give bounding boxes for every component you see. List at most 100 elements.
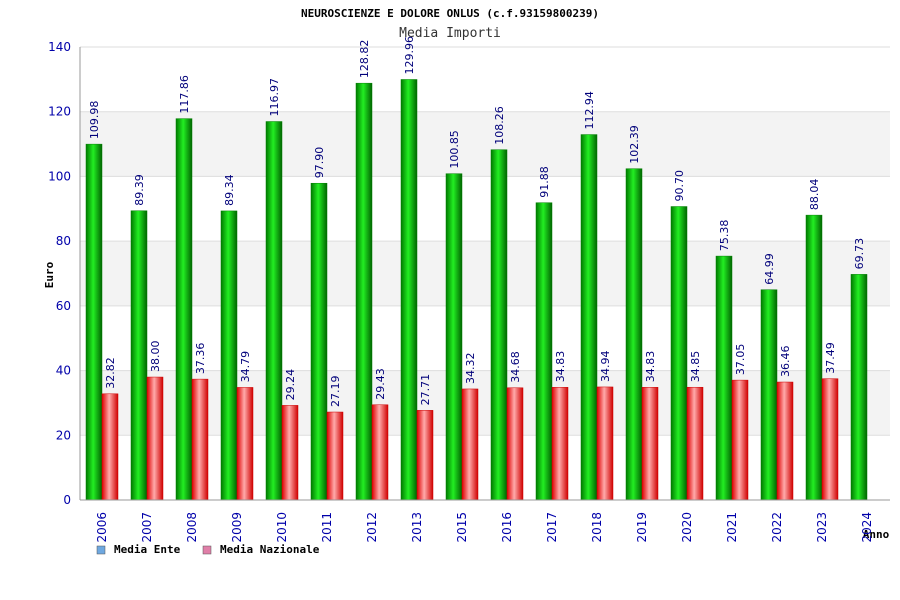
- grid-band: [80, 176, 890, 242]
- bar-media-ente: [445, 173, 463, 501]
- value-label: 97.90: [313, 147, 326, 179]
- value-label: 90.70: [673, 170, 686, 202]
- x-tick-label: 2019: [635, 512, 649, 543]
- value-label: 109.98: [88, 101, 101, 140]
- value-labels: 109.98 32.82 89.39 38.00 117.86 37.36 89.34 34.…: [88, 36, 866, 407]
- chart-title: NEUROSCIENZE E DOLORE ONLUS (c.f.9315980…: [301, 7, 599, 20]
- value-label: 34.68: [509, 351, 522, 383]
- value-label: 108.26: [493, 106, 506, 145]
- y-tick-label: 120: [48, 105, 71, 119]
- value-label: 128.82: [358, 40, 371, 79]
- grid-band: [80, 370, 890, 436]
- legend-label-media-ente: Media Ente: [114, 543, 181, 556]
- x-tick-label: 2006: [95, 512, 109, 543]
- bar-media-nazionale: [776, 381, 794, 501]
- legend-label-media-nazionale: Media Nazionale: [220, 543, 320, 556]
- x-tick-label: 2015: [455, 512, 469, 543]
- value-label: 69.73: [853, 238, 866, 270]
- value-label: 32.82: [104, 357, 117, 389]
- bar-media-ente: [760, 289, 778, 501]
- value-label: 89.39: [133, 174, 146, 206]
- y-tick-label: 20: [56, 428, 71, 442]
- value-label: 75.38: [718, 220, 731, 252]
- y-tick-label: 60: [56, 299, 71, 313]
- bar-media-ente: [85, 143, 103, 501]
- value-label: 29.43: [374, 368, 387, 400]
- value-label: 34.83: [554, 351, 567, 383]
- x-tick-label: 2009: [230, 512, 244, 543]
- y-axis-label: Euro: [43, 261, 56, 288]
- bar-media-nazionale: [371, 404, 389, 501]
- bar-media-nazionale: [281, 405, 299, 501]
- legend: Media Ente Media Nazionale: [96, 543, 320, 556]
- bar-media-ente: [625, 168, 643, 501]
- grid: [80, 46, 890, 501]
- y-tick-label: 100: [48, 169, 71, 183]
- grid-band: [80, 305, 890, 371]
- bar-media-nazionale: [326, 411, 344, 501]
- bar-media-ente: [805, 214, 823, 501]
- value-label: 112.94: [583, 91, 596, 130]
- bar-media-ente: [400, 79, 418, 501]
- value-label: 102.39: [628, 125, 641, 164]
- bar-media-ente: [355, 82, 373, 501]
- value-label: 129.96: [403, 36, 416, 75]
- y-tick-label: 0: [63, 493, 71, 507]
- bar-media-ente: [715, 255, 733, 501]
- x-tick-label: 2024: [860, 512, 874, 543]
- value-label: 27.19: [329, 376, 342, 408]
- x-tick-label: 2012: [365, 512, 379, 543]
- value-label: 116.97: [268, 78, 281, 117]
- value-label: 37.36: [194, 343, 207, 375]
- y-tick-label: 140: [48, 40, 71, 54]
- bar-media-ente: [310, 182, 328, 501]
- value-label: 64.99: [763, 253, 776, 285]
- x-tick-label: 2013: [410, 512, 424, 543]
- bar-media-nazionale: [146, 376, 164, 501]
- chart-subtitle: Media Importi: [399, 26, 501, 41]
- bar-media-ente: [670, 206, 688, 501]
- bar-media-nazionale: [686, 386, 704, 501]
- legend-swatch-media-ente: [96, 545, 106, 555]
- x-tick-label: 2020: [680, 512, 694, 543]
- bar-media-ente: [175, 118, 193, 501]
- value-label: 37.05: [734, 344, 747, 376]
- bar-media-nazionale: [236, 387, 254, 501]
- grid-band: [80, 111, 890, 177]
- value-label: 34.94: [599, 350, 612, 382]
- value-label: 100.85: [448, 130, 461, 169]
- bar-media-nazionale: [641, 387, 659, 501]
- x-tick-label: 2023: [815, 512, 829, 543]
- bars: [85, 79, 868, 501]
- value-label: 88.04: [808, 179, 821, 211]
- legend-swatch-media-nazionale: [202, 545, 212, 555]
- y-tick-label: 80: [56, 234, 71, 248]
- bar-media-ente: [130, 210, 148, 501]
- value-label: 89.34: [223, 174, 236, 206]
- x-axis-categories: 2006 2007 2008 2009 2010 2011 2012 2013 2015 2016…: [95, 512, 874, 543]
- y-tick-label: 40: [56, 364, 71, 378]
- x-axis-label: Anno: [863, 528, 890, 541]
- value-label: 34.83: [644, 351, 657, 383]
- value-label: 36.46: [779, 346, 792, 378]
- value-label: 27.71: [419, 374, 432, 406]
- value-label: 117.86: [178, 75, 191, 114]
- bar-media-nazionale: [551, 387, 569, 501]
- bar-media-ente: [535, 202, 553, 501]
- value-label: 38.00: [149, 341, 162, 373]
- bar-media-nazionale: [461, 388, 479, 501]
- bar-media-nazionale: [191, 378, 209, 501]
- bar-media-nazionale: [101, 393, 119, 501]
- bar-media-ente: [220, 210, 238, 501]
- x-tick-label: 2016: [500, 512, 514, 543]
- value-label: 34.79: [239, 351, 252, 383]
- x-tick-label: 2022: [770, 512, 784, 543]
- value-label: 34.85: [689, 351, 702, 383]
- value-label: 91.88: [538, 166, 551, 198]
- x-tick-label: 2010: [275, 512, 289, 543]
- x-tick-label: 2008: [185, 512, 199, 543]
- value-label: 37.49: [824, 342, 837, 374]
- x-tick-label: 2011: [320, 512, 334, 543]
- bar-media-nazionale: [416, 410, 434, 501]
- value-label: 29.24: [284, 369, 297, 401]
